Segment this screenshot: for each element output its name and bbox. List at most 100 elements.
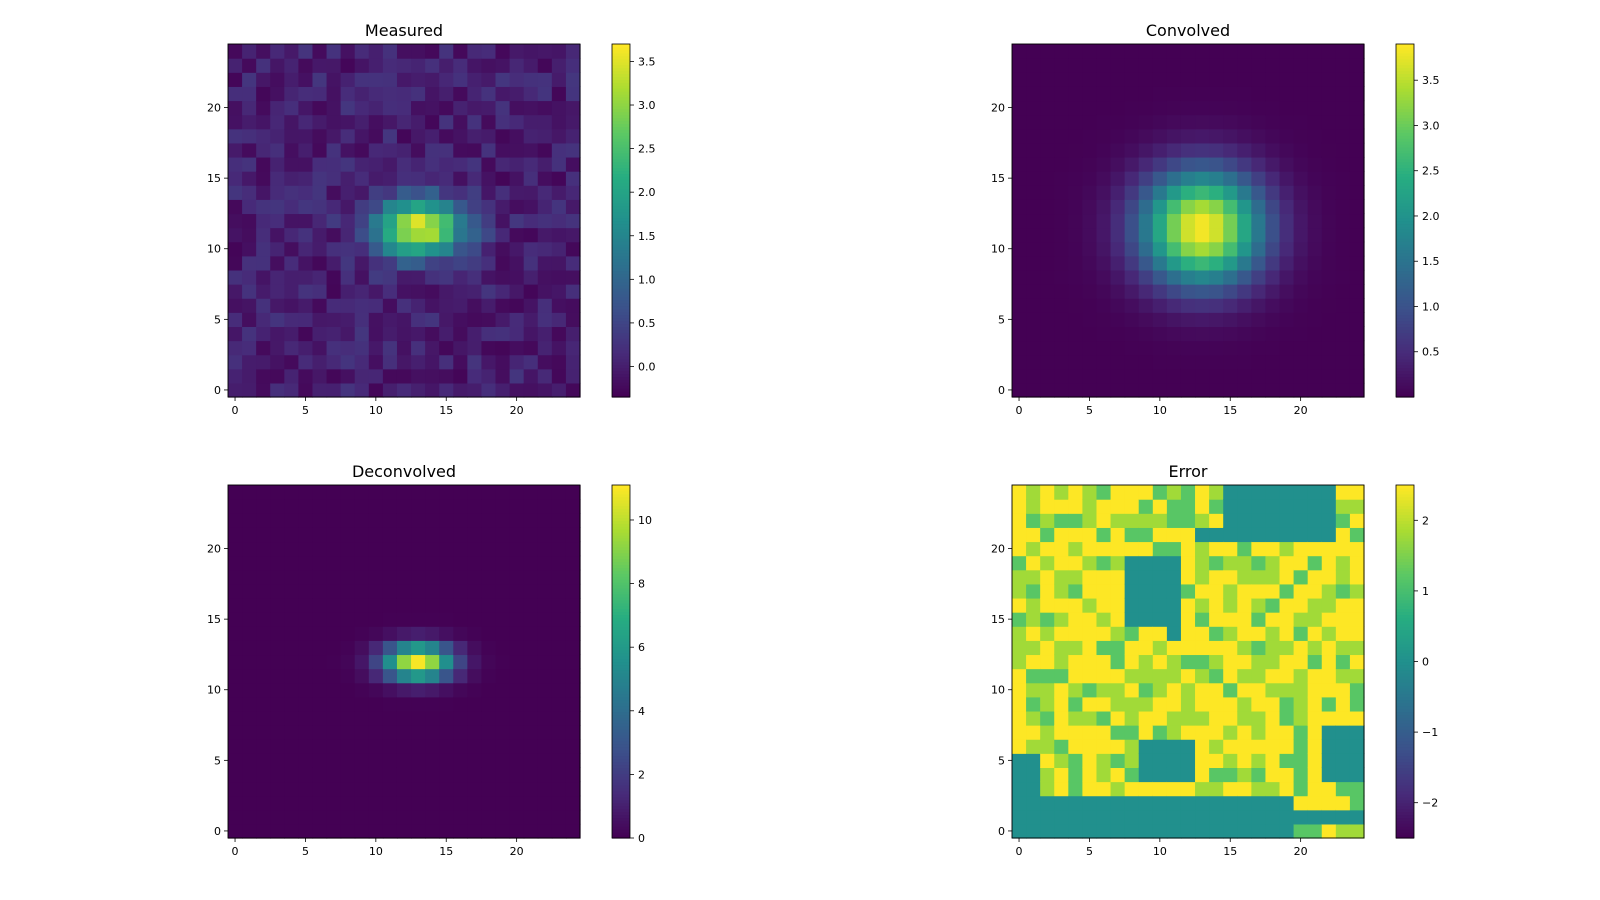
heatmap-cell <box>312 368 328 384</box>
heatmap-cell <box>1251 781 1267 797</box>
heatmap-cell <box>1209 326 1224 342</box>
heatmap-cell <box>1251 597 1267 613</box>
heatmap-cell <box>340 527 356 543</box>
heatmap-cell <box>1265 739 1281 754</box>
heatmap-cell <box>298 809 314 825</box>
heatmap-cell <box>425 541 440 557</box>
heatmap-cell <box>298 654 314 670</box>
heatmap-cell <box>242 781 257 797</box>
heatmap-cell <box>1195 809 1210 825</box>
heatmap-cell <box>1180 767 1196 783</box>
heatmap-cell <box>1321 612 1337 627</box>
heatmap-cell <box>1138 199 1154 215</box>
heatmap-cell <box>1096 171 1112 186</box>
colorbar-segment <box>1396 335 1414 339</box>
heatmap-cell <box>1054 185 1069 200</box>
heatmap-cell <box>1124 340 1140 356</box>
heatmap-cell <box>396 241 412 257</box>
heatmap-cell <box>411 809 426 825</box>
heatmap-cell <box>1307 499 1323 514</box>
colorbar-segment <box>1396 317 1414 322</box>
heatmap-cell <box>509 823 525 839</box>
heatmap-cell <box>312 781 328 797</box>
heatmap-cell <box>1180 340 1196 356</box>
heatmap-cell <box>537 612 553 627</box>
colorbar-segment <box>612 267 630 272</box>
colorbar-segment <box>612 567 630 571</box>
heatmap-cell <box>1279 513 1295 528</box>
heatmap-cell <box>1166 312 1182 327</box>
heatmap-cell <box>1124 44 1140 59</box>
heatmap-cell <box>1237 753 1252 768</box>
heatmap-cell <box>481 823 497 839</box>
heatmap-cell <box>551 312 567 327</box>
heatmap-cell <box>1195 227 1210 243</box>
heatmap-cell <box>326 485 342 500</box>
heatmap-cell <box>1251 654 1267 670</box>
heatmap-cell <box>312 555 328 571</box>
colorbar-segment <box>612 64 630 69</box>
heatmap-cell <box>242 809 257 825</box>
heatmap-cell <box>425 569 440 585</box>
heatmap-cell <box>228 100 243 116</box>
heatmap-cell <box>1307 583 1323 599</box>
heatmap-cell <box>1223 368 1238 384</box>
colorbar-segment <box>1396 649 1414 654</box>
colorbar-segment <box>612 111 630 116</box>
heatmap-cell <box>1166 128 1182 144</box>
heatmap-cell <box>1124 597 1140 613</box>
heatmap-cell <box>411 583 426 599</box>
colorbar-segment <box>1396 149 1414 154</box>
heatmap-cell <box>1124 284 1140 299</box>
heatmap-cell <box>1138 354 1154 370</box>
heatmap-cell <box>411 326 426 342</box>
heatmap-cell <box>312 128 328 144</box>
colorbar-segment <box>1396 273 1414 277</box>
heatmap-cell <box>1349 298 1365 313</box>
heatmap-cell <box>1209 809 1224 825</box>
heatmap-cell <box>354 795 370 811</box>
heatmap-cell <box>1293 555 1309 571</box>
heatmap-cell <box>411 781 426 797</box>
colorbar-segment <box>1396 196 1414 201</box>
heatmap-cell <box>1166 640 1182 656</box>
heatmap-cell <box>1054 499 1069 514</box>
colorbar-segment <box>1396 561 1414 566</box>
heatmap-cell <box>551 583 567 599</box>
x-tick-label: 5 <box>1086 845 1093 858</box>
heatmap-cell <box>382 823 398 839</box>
heatmap-cell <box>382 227 398 243</box>
heatmap-cell <box>1209 739 1224 754</box>
heatmap-cell <box>256 368 271 384</box>
heatmap-cell <box>425 485 440 500</box>
heatmap-cell <box>537 199 553 215</box>
heatmap-cell <box>1054 823 1069 839</box>
heatmap-cell <box>1265 682 1281 698</box>
heatmap-cell <box>1321 682 1337 698</box>
heatmap-cell <box>1237 86 1252 102</box>
colorbar-segment <box>1396 185 1414 189</box>
heatmap-cell <box>1124 72 1140 87</box>
colorbar-segment <box>612 208 630 213</box>
heatmap-cell <box>1180 114 1196 130</box>
heatmap-cell <box>1026 72 1041 87</box>
heatmap-cell <box>481 312 497 327</box>
heatmap-cell <box>298 241 314 257</box>
heatmap-cell <box>467 269 483 285</box>
heatmap-cell <box>368 171 384 186</box>
heatmap-cell <box>1012 569 1027 585</box>
colorbar-segment <box>1396 737 1414 742</box>
heatmap-cell <box>228 499 243 514</box>
heatmap-cell <box>1321 753 1337 768</box>
heatmap-cell <box>425 340 440 356</box>
heatmap-cell <box>453 340 468 356</box>
colorbar-segment <box>1396 773 1414 777</box>
heatmap-cell <box>1307 354 1323 370</box>
heatmap-cell <box>396 696 412 712</box>
heatmap-cell <box>1082 326 1098 342</box>
colorbar-segment <box>1396 341 1414 345</box>
heatmap-cell <box>1349 128 1365 144</box>
heatmap-cell <box>467 513 483 528</box>
colorbar-segment <box>612 617 630 621</box>
colorbar-segment <box>1396 785 1414 789</box>
